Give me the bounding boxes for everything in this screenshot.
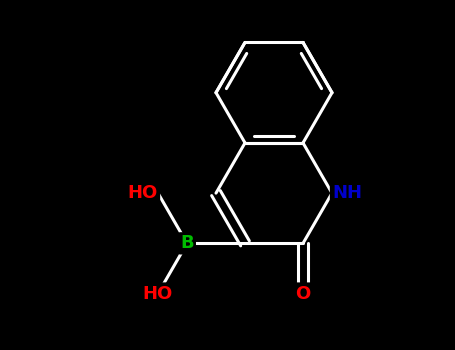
Text: HO: HO xyxy=(143,285,173,302)
Text: NH: NH xyxy=(332,184,362,202)
Text: B: B xyxy=(180,234,194,252)
Text: HO: HO xyxy=(128,184,158,202)
Text: O: O xyxy=(295,285,311,302)
